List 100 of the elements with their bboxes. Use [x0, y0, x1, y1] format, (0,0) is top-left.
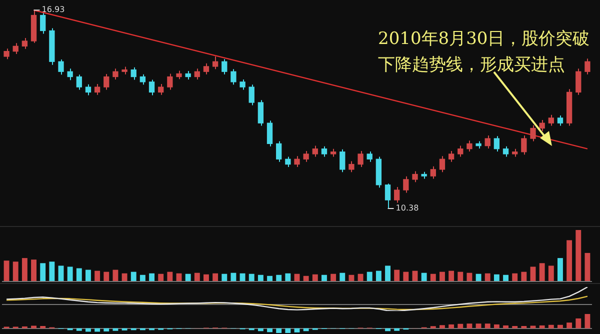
candlestick: [502, 146, 509, 158]
bar: [4, 260, 10, 281]
bar: [394, 328, 400, 331]
bar: [76, 268, 82, 281]
annotation: 10.38: [396, 204, 419, 213]
bar: [458, 324, 464, 328]
bar: [31, 326, 36, 328]
bar: [86, 270, 91, 281]
bar: [440, 272, 445, 281]
bar: [167, 272, 173, 281]
candlestick: [212, 56, 218, 70]
candlestick: [203, 62, 210, 75]
bar: [285, 328, 291, 333]
bar: [476, 324, 482, 328]
candlestick: [40, 12, 46, 34]
bar: [494, 274, 500, 281]
bar: [403, 272, 409, 281]
candlestick: [112, 68, 118, 80]
bar: [558, 258, 563, 281]
candlestick: [384, 183, 391, 209]
bar: [112, 328, 118, 331]
candlestick: [412, 170, 418, 183]
candlestick: [548, 114, 554, 126]
bar: [12, 262, 18, 281]
candlestick: [104, 74, 110, 90]
candlestick: [430, 166, 436, 180]
bar: [22, 258, 28, 281]
candlestick: [439, 156, 446, 173]
bar: [558, 324, 563, 328]
bar: [94, 270, 100, 281]
bar: [222, 274, 228, 281]
candlestick: [494, 136, 500, 152]
candlestick: [67, 68, 73, 81]
bar: [466, 324, 472, 328]
bar: [130, 272, 136, 281]
bar: [539, 325, 545, 328]
candlestick: [22, 37, 28, 50]
bar: [412, 270, 418, 281]
bar: [176, 273, 182, 281]
annotation: 2010年8月30日，股价突破下降趋势线，形成买进点: [378, 28, 591, 77]
bar: [185, 274, 191, 281]
bar: [104, 272, 110, 281]
bar: [539, 263, 545, 281]
bar: [566, 322, 572, 328]
candlestick: [140, 74, 146, 86]
bar: [258, 274, 264, 281]
candlestick: [403, 176, 409, 194]
bar: [267, 276, 272, 281]
bar: [158, 274, 164, 281]
bar: [448, 270, 454, 281]
bar: [376, 270, 382, 281]
bar: [494, 324, 500, 328]
bar: [440, 325, 445, 328]
bar: [204, 274, 209, 281]
bar: [212, 273, 218, 281]
bar: [521, 272, 527, 281]
bar: [240, 273, 246, 281]
bar: [448, 324, 454, 328]
candlestick: [230, 68, 236, 86]
bar: [340, 272, 346, 281]
bar: [267, 328, 272, 332]
candlestick: [303, 150, 309, 162]
bar: [358, 274, 364, 281]
candlestick: [4, 48, 10, 60]
bar: [58, 266, 64, 281]
bar: [466, 272, 472, 281]
bar: [548, 266, 554, 281]
candlestick: [358, 150, 364, 168]
candlestick: [76, 74, 82, 90]
candlestick: [394, 186, 400, 204]
bar: [576, 318, 582, 328]
candlestick: [557, 115, 564, 126]
bar: [322, 274, 327, 281]
bar: [112, 270, 118, 281]
candlestick: [584, 58, 590, 75]
bar: [385, 266, 390, 281]
bar: [31, 260, 36, 281]
bar: [104, 328, 110, 332]
candlestick: [167, 73, 173, 90]
bar: [476, 274, 482, 281]
bar: [512, 273, 518, 281]
candlestick: [285, 156, 291, 168]
candlestick: [130, 66, 136, 80]
bar: [566, 240, 572, 281]
bar: [276, 328, 282, 333]
bar: [276, 274, 282, 281]
bar: [584, 314, 590, 328]
bar: [285, 273, 291, 281]
bar: [194, 272, 200, 281]
bar: [122, 273, 128, 281]
bar: [548, 324, 554, 328]
candlestick: [85, 84, 92, 96]
bar: [49, 262, 55, 281]
candlestick: [448, 150, 454, 162]
bar: [503, 325, 508, 328]
candlestick: [222, 58, 228, 75]
bar: [430, 274, 436, 281]
candlestick: [321, 146, 328, 158]
bar: [230, 272, 236, 281]
bar: [248, 274, 254, 281]
